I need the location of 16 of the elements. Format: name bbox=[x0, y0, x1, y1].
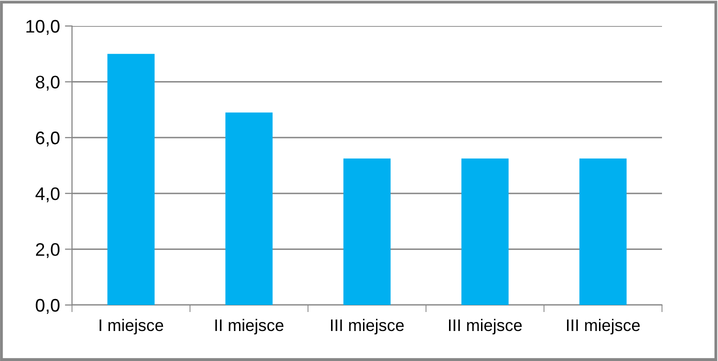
bar bbox=[461, 158, 509, 305]
x-tick-label: III miejsce bbox=[331, 318, 404, 334]
bar bbox=[343, 158, 391, 305]
bar bbox=[225, 112, 273, 305]
y-tick-label: 2,0 bbox=[36, 243, 60, 258]
bar bbox=[579, 158, 627, 305]
x-tick-label: II miejsce bbox=[215, 318, 284, 334]
y-tick-label: 6,0 bbox=[36, 132, 60, 146]
bar bbox=[107, 54, 155, 305]
x-tick-label: III miejsce bbox=[449, 318, 522, 334]
y-tick-label: 4,0 bbox=[36, 187, 60, 202]
x-tick-label: III miejsce bbox=[567, 318, 640, 334]
y-tick-label: 0,0 bbox=[36, 298, 60, 314]
x-tick-label: I miejsce bbox=[100, 318, 164, 334]
y-tick-label: 8,0 bbox=[36, 76, 60, 91]
y-tick-label: 10,0 bbox=[26, 20, 60, 35]
